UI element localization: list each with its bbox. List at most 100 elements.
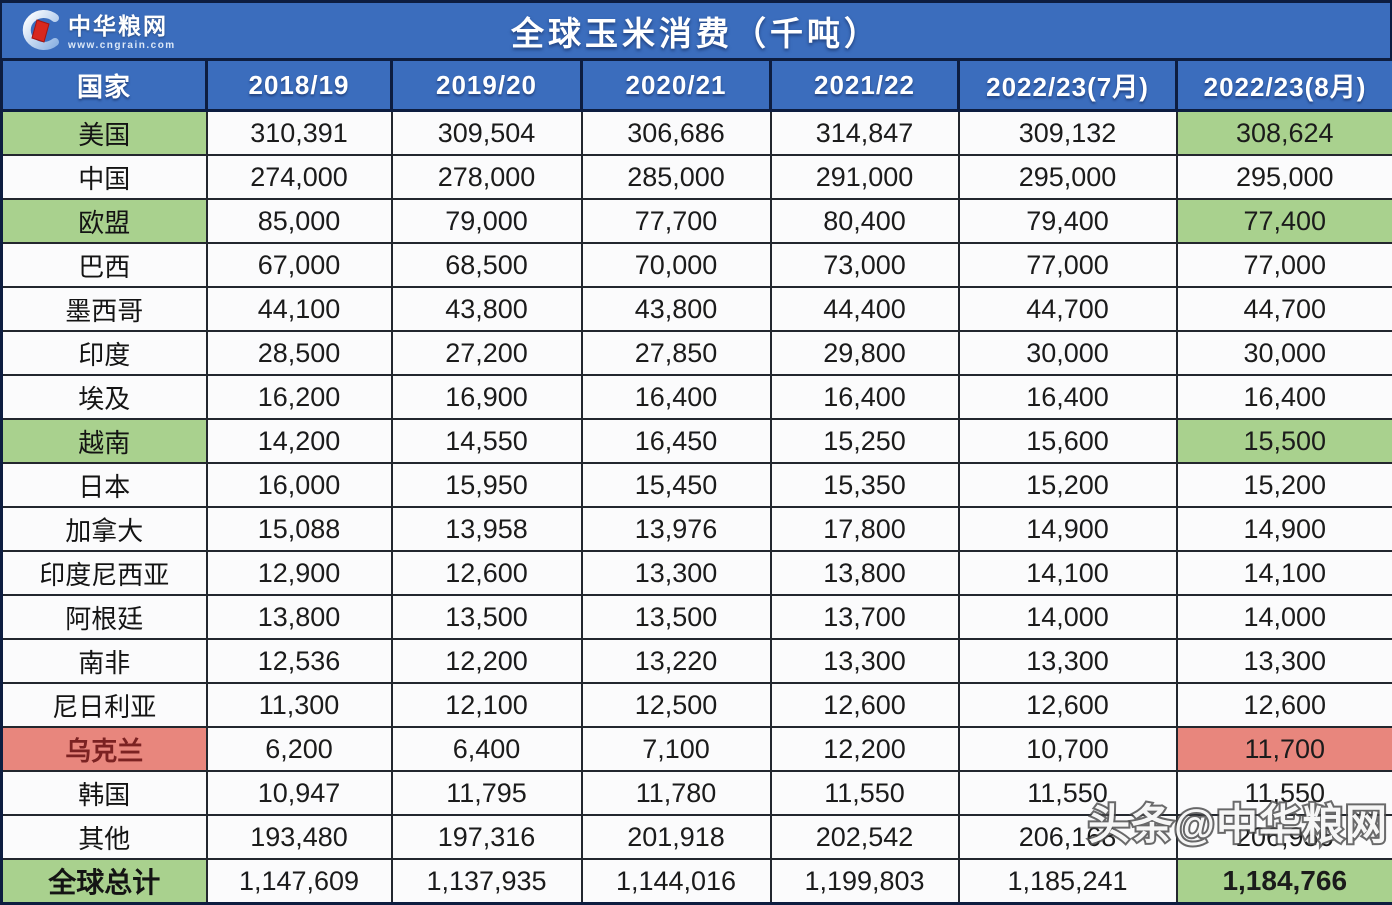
- value-cell: 12,200: [771, 727, 959, 771]
- page-title: 全球玉米消费（千吨）: [511, 7, 881, 55]
- value-cell: 193,480: [207, 815, 392, 859]
- value-cell: 1,147,609: [207, 859, 392, 904]
- value-cell: 13,500: [582, 595, 771, 639]
- value-cell: 28,500: [207, 331, 392, 375]
- value-cell: 73,000: [771, 243, 959, 287]
- value-cell: 29,800: [771, 331, 959, 375]
- value-cell: 13,958: [392, 507, 582, 551]
- title-band: 中华粮网 www.cngrain.com 全球玉米消费（千吨）: [0, 0, 1392, 58]
- value-cell: 77,400: [1177, 199, 1392, 243]
- value-cell: 314,847: [771, 111, 959, 156]
- value-cell: 14,100: [1177, 551, 1392, 595]
- value-cell: 201,918: [582, 815, 771, 859]
- country-cell: 欧盟: [2, 199, 207, 243]
- country-cell: 乌克兰: [2, 727, 207, 771]
- value-cell: 14,900: [959, 507, 1177, 551]
- value-cell: 7,100: [582, 727, 771, 771]
- value-cell: 16,400: [1177, 375, 1392, 419]
- value-cell: 15,600: [959, 419, 1177, 463]
- value-cell: 13,300: [959, 639, 1177, 683]
- value-cell: 13,800: [771, 551, 959, 595]
- value-cell: 16,200: [207, 375, 392, 419]
- country-cell: 全球总计: [2, 859, 207, 904]
- value-cell: 13,800: [207, 595, 392, 639]
- value-cell: 202,542: [771, 815, 959, 859]
- value-cell: 206,168: [959, 815, 1177, 859]
- value-cell: 79,000: [392, 199, 582, 243]
- value-cell: 14,900: [1177, 507, 1392, 551]
- country-cell: 其他: [2, 815, 207, 859]
- value-cell: 309,132: [959, 111, 1177, 156]
- value-cell: 11,795: [392, 771, 582, 815]
- value-cell: 11,550: [1177, 771, 1392, 815]
- value-cell: 12,100: [392, 683, 582, 727]
- value-cell: 44,700: [959, 287, 1177, 331]
- cngrain-logo: 中华粮网 www.cngrain.com: [16, 9, 176, 56]
- value-cell: 80,400: [771, 199, 959, 243]
- value-cell: 77,700: [582, 199, 771, 243]
- value-cell: 77,000: [959, 243, 1177, 287]
- value-cell: 1,199,803: [771, 859, 959, 904]
- country-cell: 美国: [2, 111, 207, 156]
- value-cell: 278,000: [392, 155, 582, 199]
- value-cell: 67,000: [207, 243, 392, 287]
- value-cell: 12,200: [392, 639, 582, 683]
- value-cell: 15,950: [392, 463, 582, 507]
- value-cell: 6,200: [207, 727, 392, 771]
- value-cell: 77,000: [1177, 243, 1392, 287]
- value-cell: 44,700: [1177, 287, 1392, 331]
- value-cell: 274,000: [207, 155, 392, 199]
- column-header-season: 2019/20: [392, 60, 582, 111]
- country-cell: 加拿大: [2, 507, 207, 551]
- value-cell: 13,220: [582, 639, 771, 683]
- logo-site-url: www.cngrain.com: [68, 41, 176, 51]
- value-cell: 14,000: [959, 595, 1177, 639]
- value-cell: 16,000: [207, 463, 392, 507]
- country-cell: 韩国: [2, 771, 207, 815]
- value-cell: 13,300: [771, 639, 959, 683]
- country-cell: 墨西哥: [2, 287, 207, 331]
- value-cell: 12,500: [582, 683, 771, 727]
- column-header-season: 2020/21: [582, 60, 771, 111]
- value-cell: 27,850: [582, 331, 771, 375]
- value-cell: 15,200: [1177, 463, 1392, 507]
- value-cell: 12,600: [1177, 683, 1392, 727]
- logo-site-name: 中华粮网: [68, 15, 176, 38]
- value-cell: 12,900: [207, 551, 392, 595]
- column-header-season: 2022/23(8月): [1177, 60, 1392, 111]
- country-cell: 埃及: [2, 375, 207, 419]
- cngrain-logo-text: 中华粮网 www.cngrain.com: [68, 15, 176, 51]
- value-cell: 16,450: [582, 419, 771, 463]
- value-cell: 306,686: [582, 111, 771, 156]
- value-cell: 12,600: [959, 683, 1177, 727]
- value-cell: 16,400: [959, 375, 1177, 419]
- value-cell: 13,500: [392, 595, 582, 639]
- country-cell: 尼日利亚: [2, 683, 207, 727]
- value-cell: 14,000: [1177, 595, 1392, 639]
- country-cell: 印度: [2, 331, 207, 375]
- value-cell: 16,400: [582, 375, 771, 419]
- value-cell: 12,600: [771, 683, 959, 727]
- value-cell: 30,000: [959, 331, 1177, 375]
- value-cell: 15,450: [582, 463, 771, 507]
- value-cell: 10,947: [207, 771, 392, 815]
- value-cell: 15,350: [771, 463, 959, 507]
- value-cell: 11,700: [1177, 727, 1392, 771]
- value-cell: 15,088: [207, 507, 392, 551]
- value-cell: 30,000: [1177, 331, 1392, 375]
- value-cell: 295,000: [1177, 155, 1392, 199]
- value-cell: 27,200: [392, 331, 582, 375]
- country-cell: 日本: [2, 463, 207, 507]
- value-cell: 308,624: [1177, 111, 1392, 156]
- country-cell: 印度尼西亚: [2, 551, 207, 595]
- value-cell: 11,550: [771, 771, 959, 815]
